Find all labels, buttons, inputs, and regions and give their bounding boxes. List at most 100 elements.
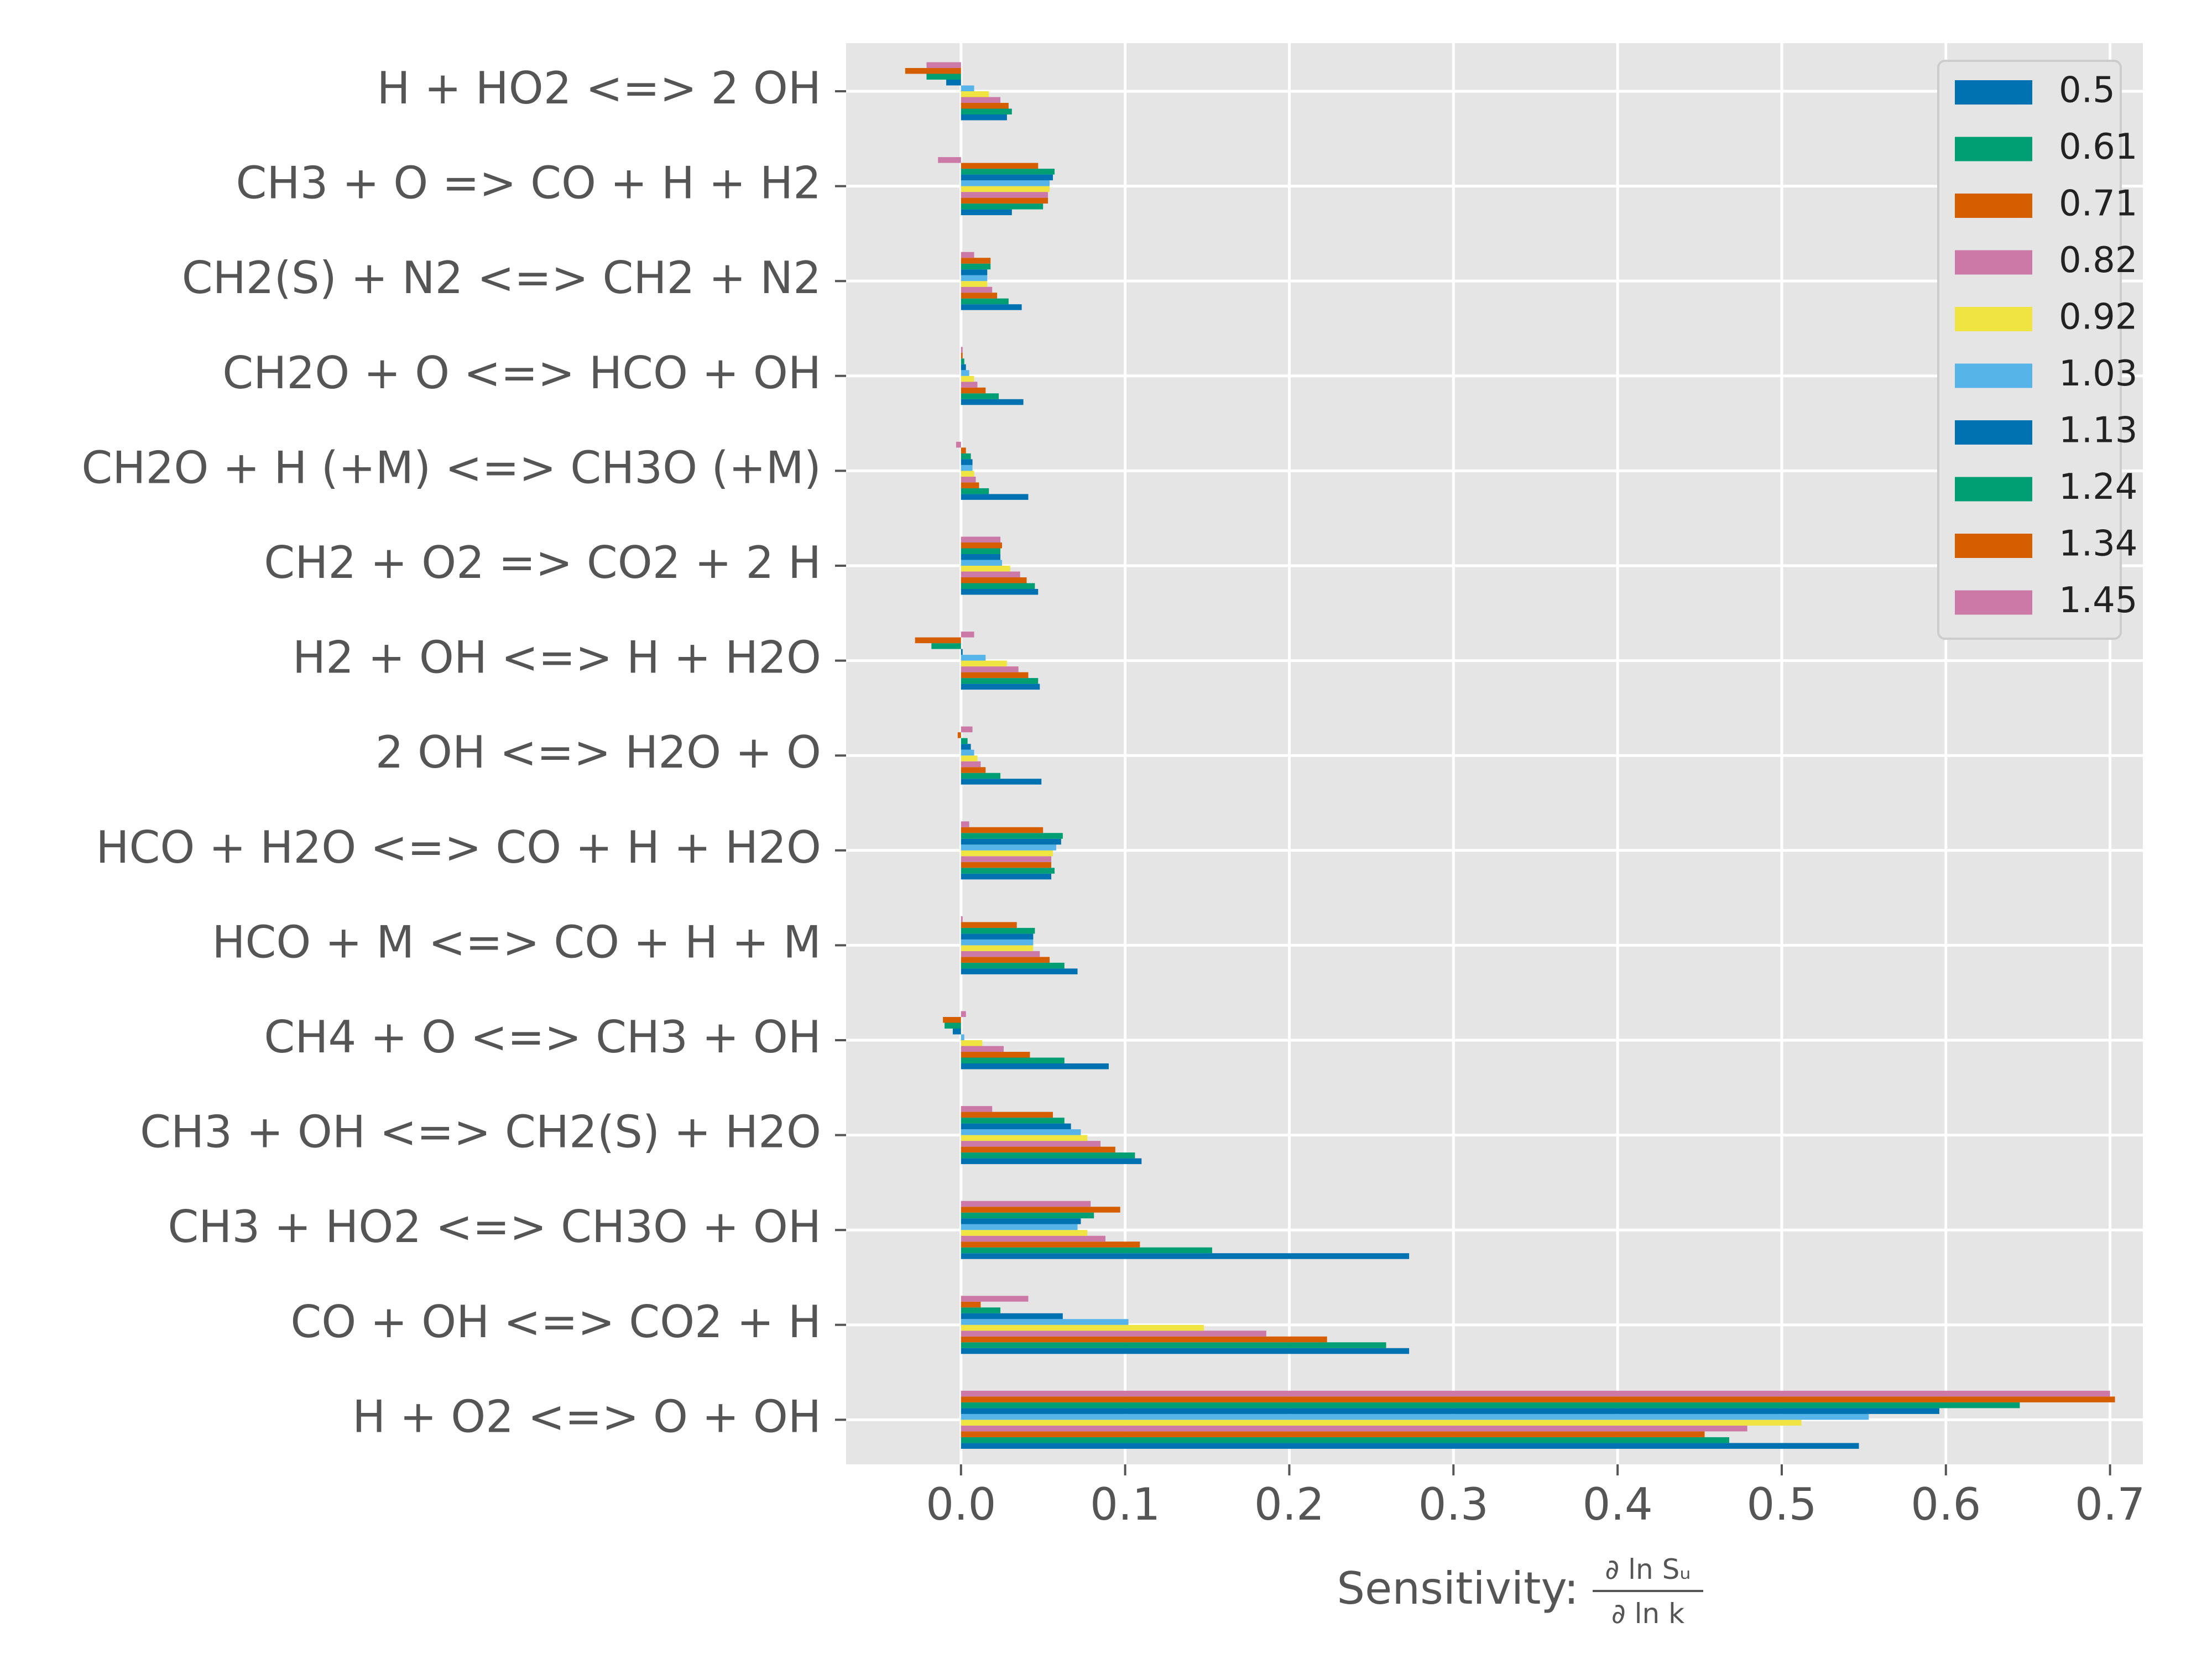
bar-9-series-7 [961,927,1035,934]
bar-7-series-4 [961,755,978,761]
bar-8-series-8 [961,827,1044,833]
bar-13-series-8 [961,1301,981,1308]
bar-11-series-4 [961,1135,1088,1141]
y-tick-label-4: CH2O + H (+M) <=> CH3O (+M) [81,442,821,493]
legend-swatch-8 [1955,534,2032,558]
bar-10-series-7 [945,1022,961,1029]
bar-3-series-1 [961,393,999,399]
bar-13-series-5 [961,1319,1129,1325]
bar-13-series-1 [961,1342,1386,1348]
bar-5-series-8 [961,542,1002,549]
bar-4-series-1 [961,488,989,494]
bar-12-series-4 [961,1230,1088,1236]
bar-8-series-3 [961,856,1052,862]
bar-6-series-6 [961,649,963,655]
bar-8-series-4 [961,850,1053,857]
bar-5-series-5 [961,560,1002,566]
bar-2-series-1 [961,298,1009,305]
y-tick-label-7: 2 OH <=> H2O + O [375,727,821,778]
bar-4-series-7 [961,453,971,460]
bar-9-series-3 [961,951,1040,957]
y-tick-label-10: CH4 + O <=> CH3 + OH [264,1011,821,1063]
bar-13-series-7 [961,1307,1001,1313]
legend-label-3: 0.82 [2059,240,2138,281]
bar-12-series-8 [961,1207,1120,1213]
bar-7-series-8 [957,732,961,738]
legend-label-6: 1.13 [2059,410,2138,451]
bar-10-series-2 [961,1052,1030,1058]
bar-3-series-2 [961,387,986,394]
bar-13-series-9 [961,1296,1029,1302]
bar-7-series-2 [961,767,986,773]
bar-14-series-6 [961,1408,1939,1414]
bar-1-series-5 [961,180,1050,186]
bar-0-series-5 [961,85,974,91]
bar-13-series-4 [961,1324,1204,1331]
y-tick-label-3: CH2O + O <=> HCO + OH [222,347,821,399]
legend-swatch-6 [1955,420,2032,445]
bar-6-series-2 [961,672,1029,679]
bar-3-series-3 [961,382,978,388]
bar-6-series-4 [961,660,1007,667]
y-tick-label-0: H + HO2 <=> 2 OH [377,62,821,114]
bar-6-series-9 [961,632,974,638]
bar-3-series-6 [961,364,966,371]
bar-14-series-0 [961,1443,1859,1449]
legend-label-0: 0.5 [2059,70,2115,111]
bar-5-series-2 [961,577,1027,583]
bar-9-series-4 [961,945,1034,951]
bar-11-series-0 [961,1158,1142,1165]
x-tick-label-3: 0.3 [1418,1479,1489,1530]
bar-9-series-0 [961,968,1078,974]
bar-5-series-7 [961,548,1001,554]
bar-2-series-9 [961,252,974,258]
bar-10-series-8 [943,1017,961,1023]
bar-0-series-2 [961,103,1009,109]
bar-11-series-3 [961,1141,1101,1147]
bar-14-series-3 [961,1425,1747,1432]
bar-11-series-2 [961,1146,1115,1153]
y-tick-label-12: CH3 + HO2 <=> CH3O + OH [168,1201,821,1253]
bar-2-series-4 [961,281,988,287]
x-tick-label-2: 0.2 [1254,1479,1324,1530]
bar-12-series-9 [961,1201,1091,1207]
bar-7-series-1 [961,773,1001,779]
bar-7-series-3 [961,761,981,768]
bar-4-series-5 [961,465,973,471]
legend-swatch-1 [1955,137,2032,161]
legend-swatch-0 [1955,80,2032,105]
legend-label-9: 1.45 [2059,580,2138,621]
bar-0-series-8 [905,68,961,74]
bar-14-series-9 [961,1390,2110,1397]
bar-3-series-7 [961,358,964,364]
bar-7-series-9 [961,726,973,733]
bar-11-series-6 [961,1123,1071,1130]
bar-2-series-7 [961,263,991,270]
y-tick-label-9: HCO + M <=> CO + H + M [212,916,821,968]
y-tick-label-13: CO + OH <=> CO2 + H [290,1296,821,1348]
bar-3-series-5 [961,370,969,376]
bar-5-series-6 [961,554,1001,560]
x-tick-label-7: 0.7 [2075,1479,2145,1530]
x-axis-label: Sensitivity: [1337,1563,1579,1614]
bar-14-series-7 [961,1402,2020,1408]
bar-3-series-8 [961,352,963,359]
bar-2-series-5 [961,275,988,281]
bar-11-series-8 [961,1112,1053,1118]
bar-8-series-0 [961,873,1052,880]
bar-12-series-7 [961,1212,1094,1219]
x-tick-label-5: 0.5 [1746,1479,1817,1530]
bar-2-series-6 [961,269,988,275]
bar-5-series-3 [961,571,1020,577]
bar-2-series-8 [961,258,991,264]
bar-1-series-2 [961,197,1048,204]
x-tick-label-6: 0.6 [1911,1479,1981,1530]
bar-14-series-1 [961,1437,1729,1443]
bar-1-series-7 [961,169,1055,175]
x-tick-label-1: 0.1 [1090,1479,1160,1530]
y-axis-ticks: H + HO2 <=> 2 OH CH3 + O => CO + H + H2 CH… [81,62,846,1442]
bar-8-series-9 [961,821,969,827]
bar-10-series-1 [961,1057,1065,1063]
x-axis-label-numerator: ∂ ln Sᵤ [1605,1553,1691,1585]
bar-0-series-1 [961,108,1012,114]
